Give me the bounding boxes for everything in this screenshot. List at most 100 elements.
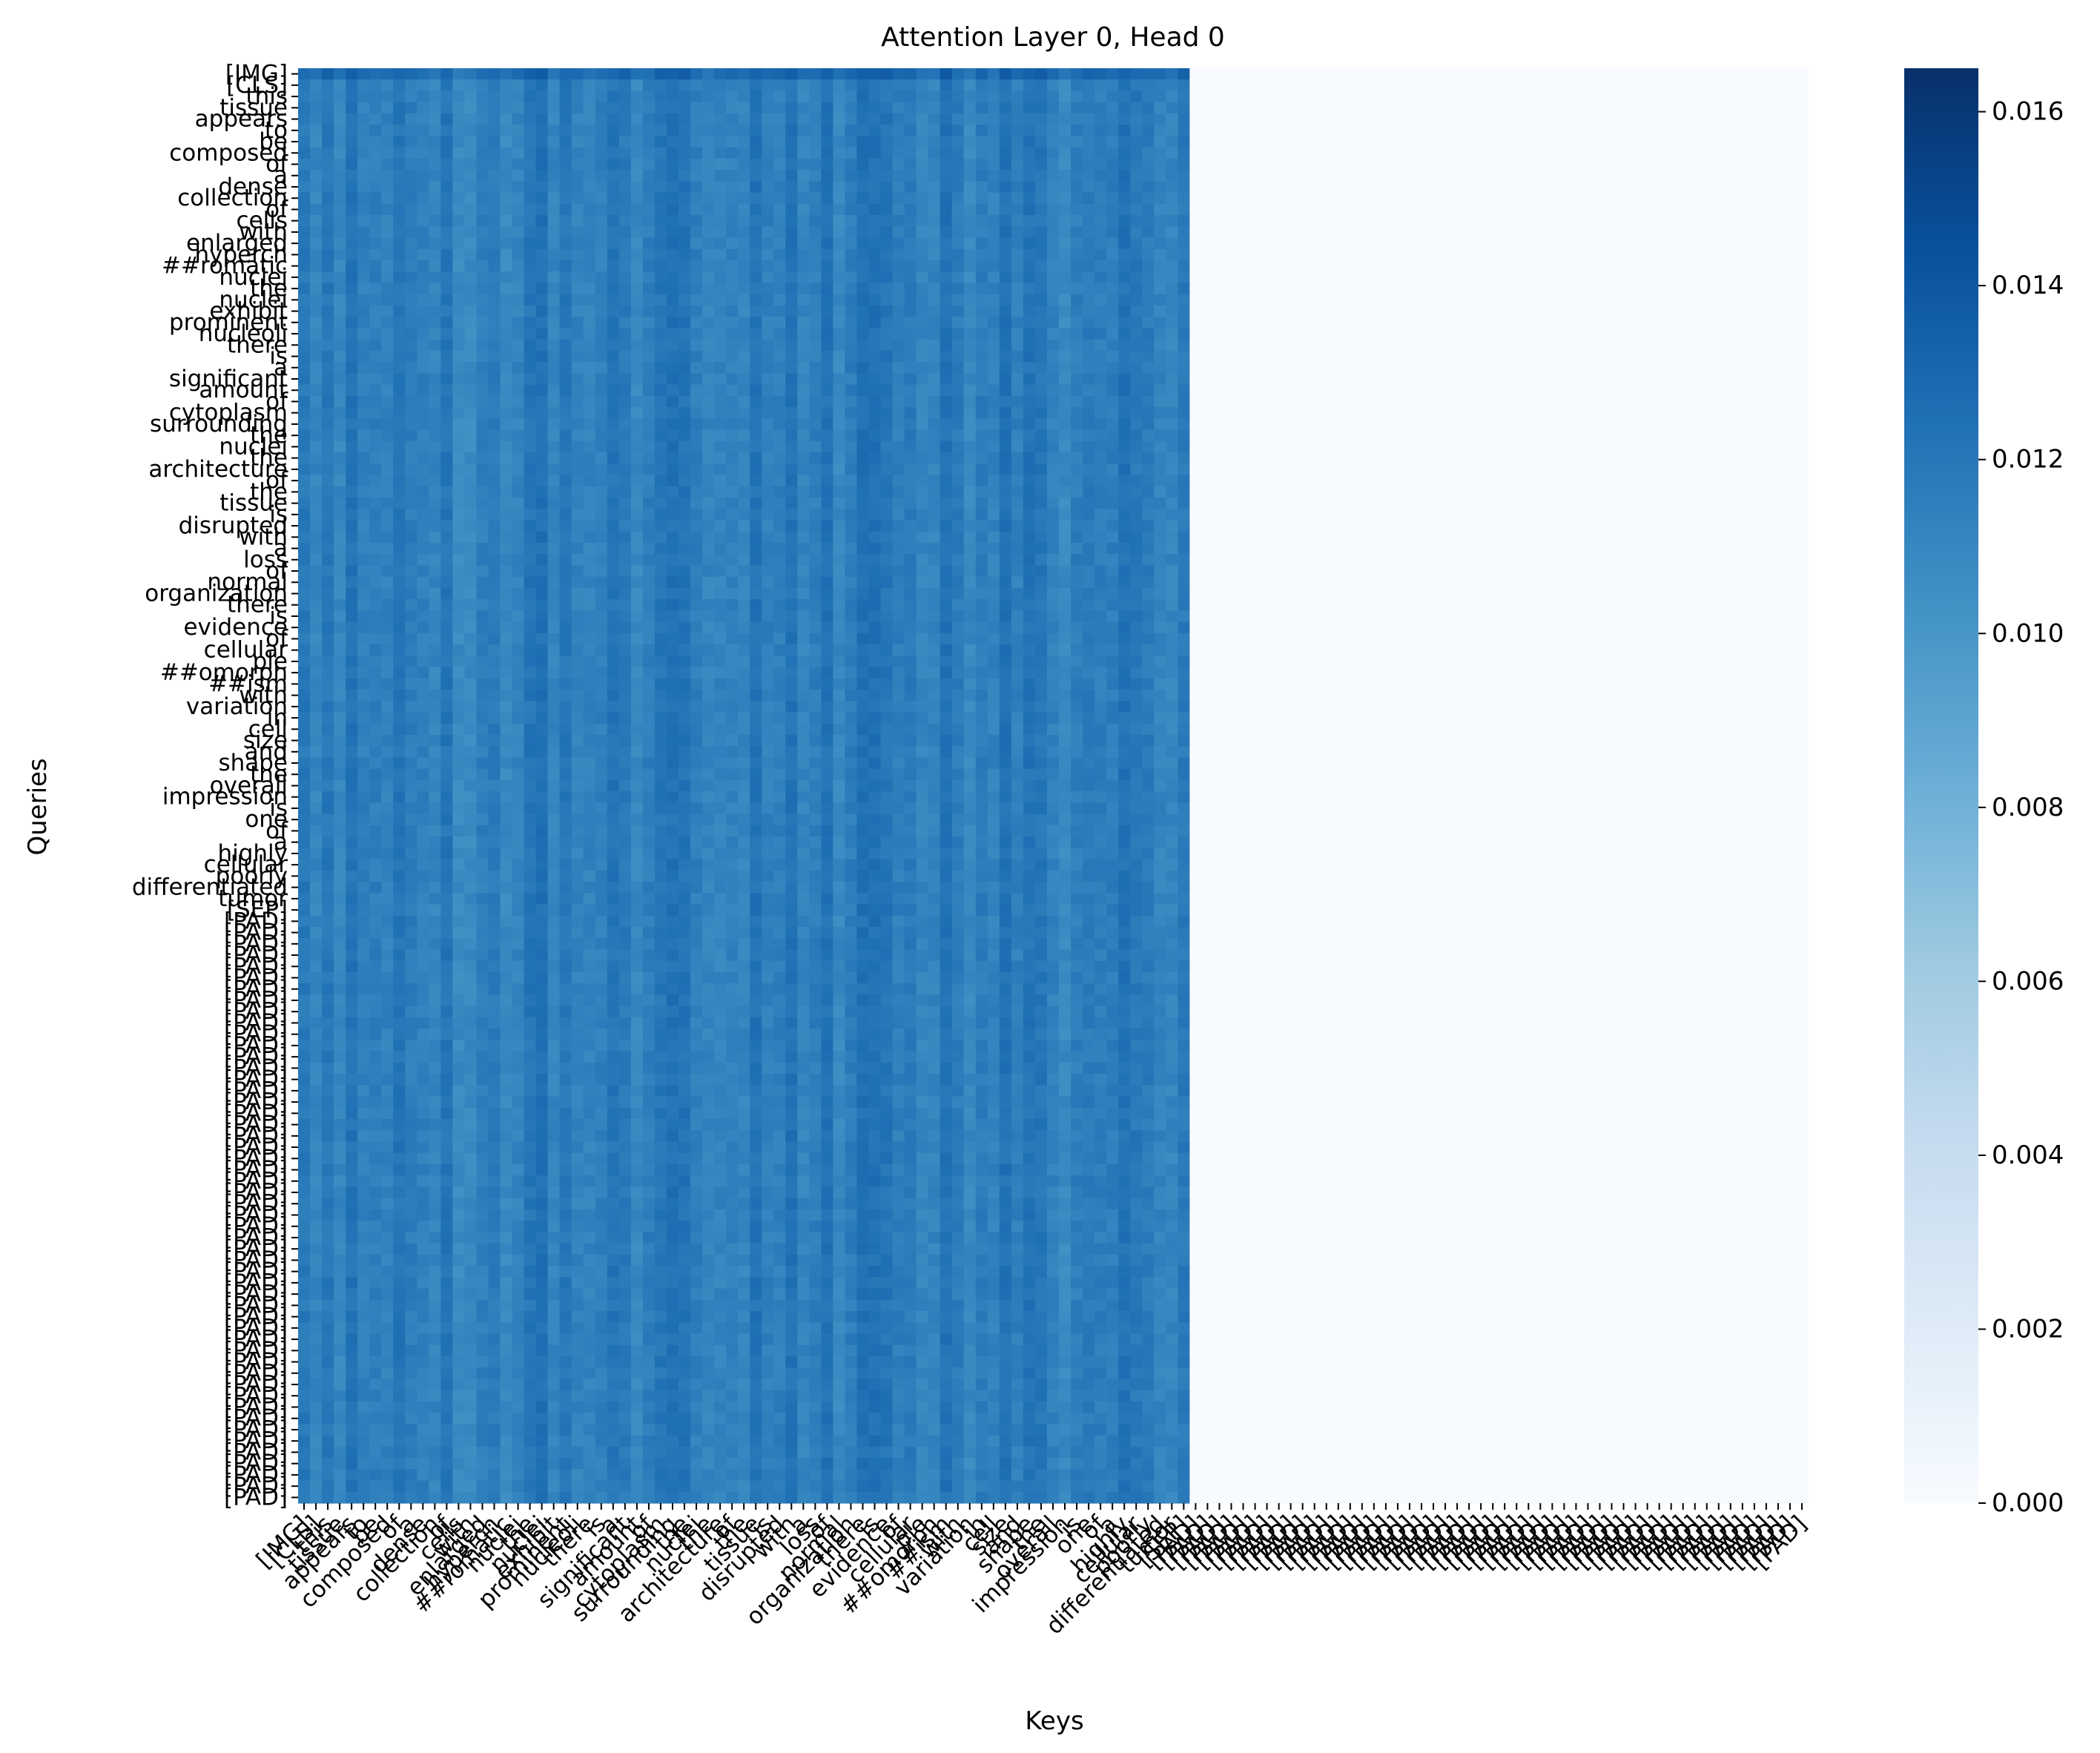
heatmap-cell — [1451, 249, 1464, 261]
heatmap-cell — [1689, 136, 1702, 148]
heatmap-cell — [631, 271, 644, 283]
heatmap-cell — [1546, 79, 1559, 91]
heatmap-cell — [1701, 486, 1714, 498]
heatmap-cell — [917, 498, 929, 509]
heatmap-cell — [643, 407, 656, 419]
heatmap-cell — [1237, 181, 1249, 193]
heatmap-cell — [1368, 486, 1381, 498]
heatmap-cell — [1094, 226, 1107, 238]
heatmap-cell — [869, 294, 882, 306]
heatmap-cell — [643, 238, 656, 250]
heatmap-cell — [881, 193, 894, 205]
heatmap-cell — [1570, 385, 1582, 397]
heatmap-cell — [1071, 294, 1083, 306]
heatmap-cell — [917, 159, 929, 171]
heatmap-cell — [1000, 486, 1012, 498]
heatmap-cell — [1261, 486, 1274, 498]
heatmap-cell — [643, 430, 656, 442]
heatmap-cell — [1427, 306, 1440, 317]
heatmap-cell — [1725, 294, 1737, 306]
heatmap-cell — [940, 486, 953, 498]
heatmap-cell — [1106, 68, 1119, 80]
heatmap-cell — [655, 271, 667, 283]
heatmap-cell — [1701, 441, 1714, 453]
heatmap-cell — [1094, 418, 1107, 430]
heatmap-cell — [536, 283, 549, 294]
heatmap-cell — [369, 148, 382, 159]
heatmap-cell — [976, 249, 988, 261]
heatmap-cell — [1000, 418, 1012, 430]
heatmap-cell — [1427, 407, 1440, 419]
heatmap-cell — [464, 385, 477, 397]
heatmap-cell — [536, 294, 549, 306]
heatmap-cell — [1630, 385, 1642, 397]
heatmap-cell — [856, 430, 869, 442]
heatmap-cell — [833, 271, 845, 283]
heatmap-cell — [750, 193, 762, 205]
heatmap-cell — [1249, 498, 1262, 509]
heatmap-cell — [310, 136, 323, 148]
heatmap-cell — [1011, 498, 1024, 509]
heatmap-cell — [1047, 340, 1060, 351]
heatmap-cell — [1463, 463, 1476, 475]
heatmap-cell — [489, 159, 501, 171]
heatmap-cell — [1071, 79, 1083, 91]
heatmap-cell — [1475, 362, 1488, 374]
heatmap-cell — [714, 215, 727, 227]
heatmap-cell — [1451, 68, 1464, 80]
heatmap-cell — [322, 215, 334, 227]
heatmap-cell — [1249, 463, 1262, 475]
heatmap-cell — [1605, 306, 1618, 317]
heatmap-cell — [1130, 306, 1143, 317]
heatmap-cell — [1451, 260, 1464, 272]
heatmap-cell — [1213, 226, 1226, 238]
heatmap-cell — [940, 283, 953, 294]
heatmap-cell — [1166, 170, 1178, 182]
heatmap-cell — [845, 193, 857, 205]
heatmap-cell — [452, 509, 465, 521]
heatmap-cell — [1665, 193, 1678, 205]
heatmap-cell — [738, 215, 750, 227]
heatmap-cell — [928, 475, 941, 487]
heatmap-cell — [643, 498, 656, 509]
heatmap-cell — [1451, 125, 1464, 136]
heatmap-cell — [572, 509, 584, 521]
heatmap-cell — [1760, 68, 1773, 80]
heatmap-cell — [785, 407, 798, 419]
heatmap-cell — [1249, 249, 1262, 261]
heatmap-cell — [501, 306, 513, 317]
heatmap-cell — [322, 441, 334, 453]
heatmap-cell — [1630, 215, 1642, 227]
heatmap-cell — [357, 452, 370, 464]
heatmap-cell — [1130, 498, 1143, 509]
heatmap-cell — [1404, 340, 1416, 351]
heatmap-cell — [738, 204, 750, 216]
heatmap-cell — [856, 351, 869, 363]
heatmap-cell — [381, 498, 394, 509]
heatmap-cell — [631, 215, 644, 227]
heatmap-cell — [750, 283, 762, 294]
heatmap-cell — [1701, 113, 1714, 125]
heatmap-cell — [1047, 430, 1060, 442]
heatmap-cell — [1035, 193, 1048, 205]
heatmap-cell — [726, 294, 739, 306]
heatmap-cell — [869, 340, 882, 351]
heatmap-cell — [1618, 362, 1631, 374]
heatmap-cell — [750, 498, 762, 509]
heatmap-cell — [1178, 193, 1190, 205]
heatmap-cell — [809, 68, 822, 80]
heatmap-cell — [1106, 79, 1119, 91]
heatmap-cell — [869, 441, 882, 453]
heatmap-cell — [1189, 317, 1202, 329]
heatmap-cell — [1309, 271, 1321, 283]
heatmap-cell — [797, 452, 810, 464]
heatmap-cell — [1487, 373, 1499, 385]
heatmap-cell — [322, 463, 334, 475]
heatmap-cell — [1023, 260, 1036, 272]
heatmap-cell — [369, 226, 382, 238]
heatmap-cell — [655, 159, 667, 171]
heatmap-cell — [1225, 306, 1238, 317]
heatmap-cell — [821, 452, 833, 464]
heatmap-cell — [1654, 418, 1666, 430]
